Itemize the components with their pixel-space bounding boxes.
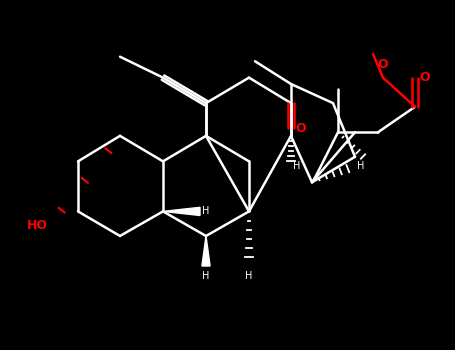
Text: O: O: [420, 71, 430, 84]
Polygon shape: [202, 236, 210, 266]
Text: H: H: [202, 206, 210, 216]
Text: H: H: [293, 161, 301, 171]
Text: O: O: [296, 122, 306, 135]
Text: HO: HO: [27, 218, 48, 232]
Text: H: H: [245, 271, 253, 281]
Text: H: H: [202, 271, 210, 281]
Text: O: O: [378, 58, 388, 71]
Text: H: H: [357, 161, 364, 171]
Polygon shape: [163, 207, 200, 216]
